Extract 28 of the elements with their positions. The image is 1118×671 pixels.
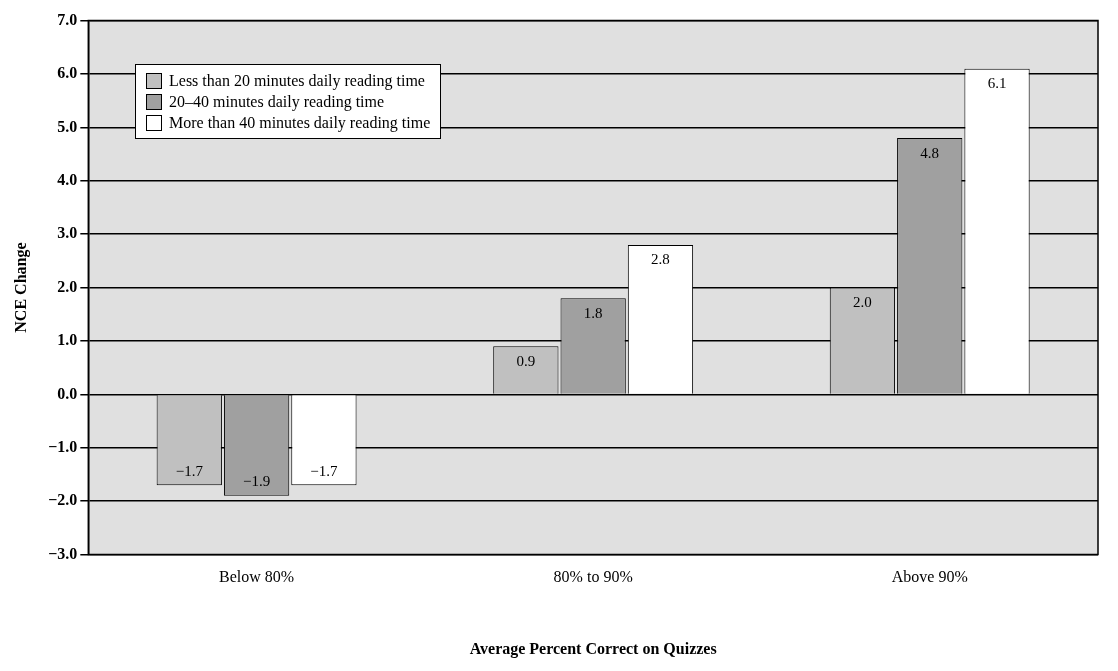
x-tick-label: 80% to 90%	[553, 568, 633, 586]
y-tick-label: −2.0	[48, 491, 78, 509]
y-tick-label: 5.0	[57, 117, 78, 135]
y-tick-label: 7.0	[57, 10, 78, 28]
data-label: 2.0	[853, 294, 872, 311]
data-label: −1.7	[310, 462, 339, 479]
y-tick-label: 0.0	[57, 384, 78, 402]
x-tick-label: Above 90%	[891, 568, 968, 586]
data-label: −1.9	[242, 473, 271, 490]
x-tick-label: Below 80%	[219, 568, 295, 586]
data-label: −1.7	[175, 462, 204, 479]
x-axis-title: Average Percent Correct on Quizzes	[469, 639, 717, 658]
data-label: 6.1	[987, 75, 1007, 92]
y-tick-label: 2.0	[57, 277, 78, 295]
legend-label: 20–40 minutes daily reading time	[169, 92, 385, 112]
y-tick-label: 6.0	[57, 64, 78, 82]
data-label: 0.9	[516, 352, 536, 369]
legend-label: More than 40 minutes daily reading time	[169, 113, 431, 133]
y-axis-title: NCE Change	[11, 242, 30, 333]
y-tick-label: 4.0	[57, 170, 78, 188]
data-label: 1.8	[583, 304, 603, 321]
y-tick-label: 3.0	[57, 224, 78, 242]
y-tick-label: −3.0	[48, 544, 78, 562]
y-tick-label: 1.0	[57, 331, 78, 349]
y-tick-label: −1.0	[48, 437, 78, 455]
data-label: 2.8	[651, 251, 670, 268]
data-label: 4.8	[920, 144, 940, 161]
legend-label: Less than 20 minutes daily reading time	[169, 71, 425, 91]
